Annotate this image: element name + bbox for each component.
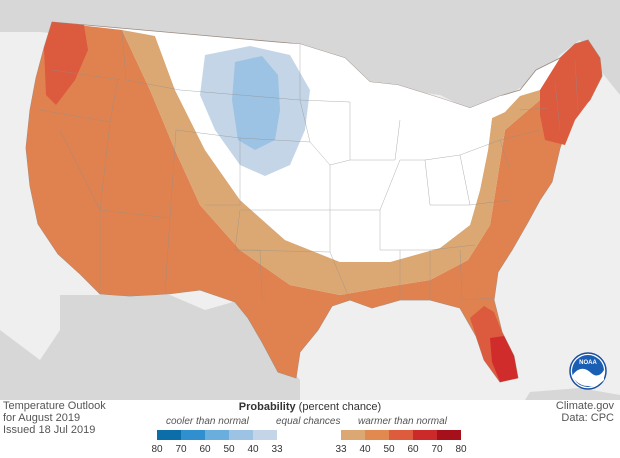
state-borders (39, 29, 579, 301)
legend-swatch-cool-1 (181, 430, 205, 440)
caption-title: Temperature Outlook (3, 400, 106, 412)
warm-50-60-northwest (44, 22, 88, 105)
legend-swatch-cool-0 (157, 430, 181, 440)
legend-tick-warm-2: 50 (383, 444, 395, 455)
caption-month: for August 2019 (3, 412, 81, 424)
legend-color-bar (157, 430, 461, 440)
legend-swatch-warm-1 (365, 430, 389, 440)
legend-tick-warm-5: 80 (455, 444, 467, 455)
legend-cooler-label: cooler than normal (166, 416, 249, 427)
legend-swatch-cool-2 (205, 430, 229, 440)
warm-50-60-northeast (540, 40, 602, 145)
legend-warmer-label: warmer than normal (358, 416, 447, 427)
legend-tick-warm-3: 60 (407, 444, 419, 455)
legend-swatch-cool-4 (253, 430, 277, 440)
credit-data: Data: CPC (561, 412, 614, 424)
legend-tick-cool-4: 40 (247, 444, 259, 455)
credit-site: Climate.gov (555, 400, 614, 412)
outlook-map: NOAA (0, 0, 620, 400)
caption-issued: Issued 18 Jul 2019 (3, 424, 96, 436)
legend-swatch-warm-4 (437, 430, 461, 440)
legend-tick-warm-4: 70 (431, 444, 443, 455)
legend-title-rest: (percent chance) (298, 401, 382, 413)
mexico-land (0, 295, 300, 400)
legend-tick-warm-0: 33 (335, 444, 347, 455)
legend-tick-cool-3: 50 (223, 444, 235, 455)
legend-swatch-warm-3 (413, 430, 437, 440)
warm-33-40-band (122, 30, 540, 295)
legend-tick-cool-2: 60 (199, 444, 211, 455)
legend-swatch-warm-0 (341, 430, 365, 440)
warm-40-50-west (26, 22, 602, 382)
legend-tick-cool-5: 33 (271, 444, 283, 455)
legend-tick-cool-1: 70 (175, 444, 187, 455)
warm-60-70-florida (490, 336, 518, 382)
legend-tick-warm-1: 40 (359, 444, 371, 455)
legend-title: Probability (percent chance) (0, 401, 620, 413)
legend-title-bold: Probability (238, 401, 296, 413)
legend-equal-label: equal chances (276, 416, 341, 427)
legend-tick-cool-0: 80 (151, 444, 163, 455)
outlook-caption: Temperature Outlook for August 2019 Issu… (3, 400, 106, 436)
credit-block: Climate.gov Data: CPC (556, 400, 614, 424)
noaa-logo-text: NOAA (579, 360, 597, 366)
cool-40-50-area (232, 56, 280, 150)
noaa-logo: NOAA (569, 352, 607, 390)
cuba-land (525, 388, 620, 400)
legend-swatch-equal (277, 430, 341, 440)
legend-swatch-cool-3 (229, 430, 253, 440)
legend-swatch-warm-2 (389, 430, 413, 440)
